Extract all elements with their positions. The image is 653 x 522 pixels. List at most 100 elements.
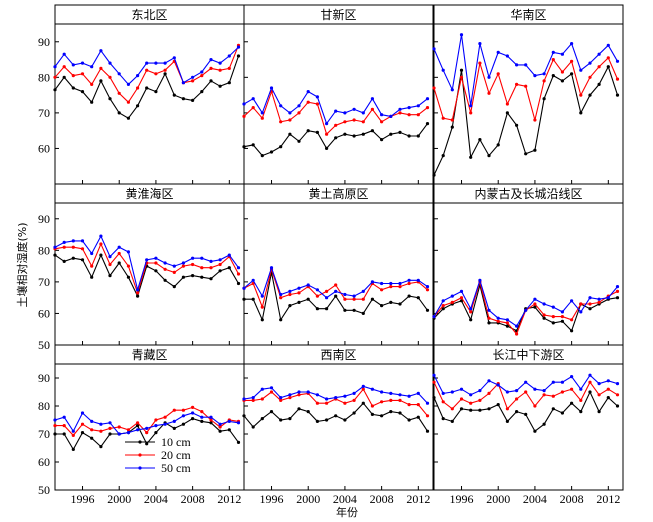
data-point — [570, 72, 574, 76]
data-point — [288, 393, 292, 397]
data-point — [407, 106, 411, 110]
data-point — [53, 88, 57, 92]
data-point — [53, 75, 57, 79]
data-point — [191, 79, 195, 83]
data-point — [136, 288, 140, 292]
data-point — [227, 419, 231, 423]
panel-7: 青藏区 50 60 70 80 90 1996 2000 2004 2008 2012 10 cm20… — [38, 344, 245, 506]
data-point — [588, 373, 592, 377]
data-point — [80, 431, 85, 435]
data-point — [615, 393, 620, 397]
data-point — [515, 389, 519, 393]
data-point — [560, 70, 565, 74]
data-point — [570, 299, 574, 303]
data-point — [172, 56, 176, 60]
data-point — [163, 261, 167, 265]
data-point — [352, 411, 356, 415]
y-tick-label: 80 — [38, 399, 50, 413]
panel-9: 长江中下游区 1996 2000 2004 2008 2012 — [432, 344, 624, 506]
legend-marker — [138, 440, 142, 444]
data-point — [352, 308, 356, 312]
data-point — [441, 417, 445, 421]
data-point — [524, 152, 528, 156]
data-point — [579, 111, 583, 115]
data-point — [416, 391, 420, 395]
data-point — [361, 384, 365, 388]
data-point — [334, 289, 338, 293]
data-point — [343, 111, 347, 115]
data-point — [191, 274, 195, 278]
data-point — [62, 52, 66, 56]
data-point — [181, 81, 185, 85]
data-point — [154, 256, 158, 260]
data-point — [398, 285, 402, 289]
data-point — [469, 318, 473, 322]
data-point — [200, 275, 204, 279]
data-point — [297, 111, 301, 115]
data-point — [297, 393, 301, 397]
y-tick-label: 80 — [38, 70, 50, 84]
data-point — [441, 400, 445, 404]
data-point — [398, 111, 402, 115]
data-point — [505, 318, 509, 322]
data-point — [209, 58, 213, 62]
data-point — [242, 114, 246, 118]
data-point — [200, 419, 204, 423]
data-point — [163, 72, 167, 76]
data-point — [398, 107, 402, 111]
x-tick-label: 2000 — [107, 492, 131, 506]
data-point — [117, 245, 121, 249]
data-point — [62, 65, 66, 69]
data-point — [370, 107, 374, 111]
data-point — [71, 429, 75, 433]
panel-frame — [54, 183, 245, 346]
x-axis-title: 年份 — [336, 505, 358, 519]
data-point — [478, 138, 482, 142]
data-point — [279, 296, 283, 300]
data-point — [425, 401, 430, 405]
data-point — [450, 88, 454, 92]
data-point — [108, 255, 112, 259]
data-point — [53, 418, 57, 422]
data-point — [108, 262, 112, 267]
data-point — [441, 304, 445, 308]
data-point — [117, 72, 121, 76]
data-point — [551, 321, 555, 325]
data-point — [172, 419, 176, 423]
y-tick-label: 70 — [38, 106, 50, 120]
data-point — [478, 42, 482, 46]
data-point — [145, 431, 149, 435]
data-point — [441, 68, 445, 72]
data-point — [551, 74, 555, 78]
data-point — [361, 132, 365, 136]
data-point — [126, 264, 130, 268]
data-point — [191, 256, 195, 260]
data-point — [380, 113, 384, 117]
data-point — [90, 419, 94, 423]
data-point — [370, 280, 374, 284]
data-point — [407, 418, 411, 422]
data-point — [218, 61, 222, 65]
data-point — [200, 70, 204, 74]
data-point — [279, 396, 283, 400]
y-axis-title: 土壤相对湿度(%) — [15, 222, 29, 307]
data-point — [154, 269, 158, 273]
data-point — [496, 319, 500, 323]
data-point — [288, 111, 292, 115]
data-point — [579, 302, 583, 306]
data-point — [469, 401, 473, 405]
data-point — [236, 421, 241, 425]
data-point — [560, 380, 565, 384]
data-point — [172, 285, 176, 289]
y-tick-label: 70 — [38, 427, 50, 441]
data-point — [297, 139, 301, 143]
data-point — [469, 310, 473, 314]
data-point — [487, 154, 491, 158]
data-point — [53, 432, 57, 436]
data-point — [99, 445, 103, 449]
data-point — [505, 54, 509, 58]
data-point — [260, 305, 264, 309]
data-point — [136, 428, 140, 432]
